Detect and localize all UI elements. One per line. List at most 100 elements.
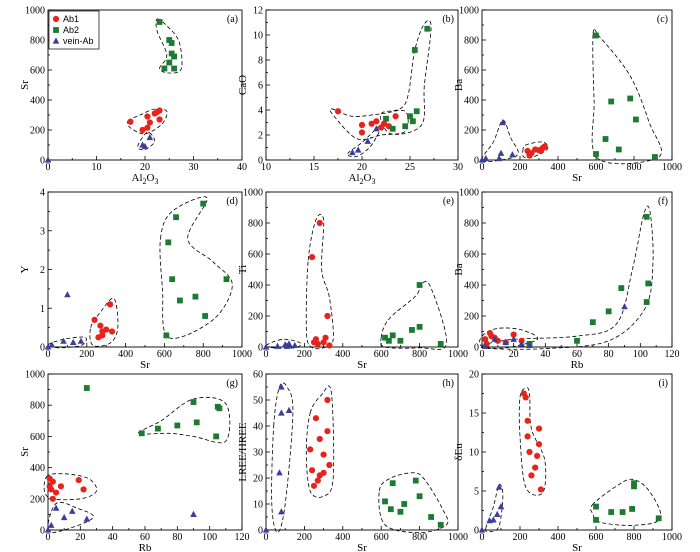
dashed-envelope	[305, 385, 335, 498]
x-tick-label: 80	[172, 532, 182, 543]
data-point-ab1	[139, 126, 146, 134]
data-point-vein-ab	[497, 149, 505, 156]
plot-frame	[265, 373, 459, 531]
y-tick-label: 200	[30, 494, 45, 505]
data-point-ab2	[138, 430, 145, 437]
data-point-ab2	[165, 239, 172, 246]
x-axis-title: Sr	[357, 359, 367, 371]
y-tick-label: 50	[253, 396, 263, 407]
panel-c: 0 200 400 600 800 1000 0 200 400 600 800 1000 Sr Ba (c…	[453, 6, 682, 185]
y-tick-label: 10	[253, 500, 263, 511]
data-point-ab2	[416, 282, 423, 288]
x-tick-label: 0	[480, 162, 485, 173]
data-point-ab1	[316, 219, 323, 227]
data-point-vein-ab	[139, 141, 146, 148]
legend-label-ab2: Ab2	[63, 25, 79, 35]
data-point-ab1	[358, 121, 366, 129]
data-point-ab2	[629, 506, 635, 512]
data-point-ab2	[409, 118, 416, 125]
x-axis-title: Al2O3	[132, 172, 159, 186]
y-tick-label: 1000	[459, 6, 479, 17]
x-axis-title: Sr	[572, 542, 582, 552]
x-tick-label: 0	[46, 162, 51, 173]
data-point-ab2	[169, 276, 176, 283]
data-point-ab1	[528, 472, 535, 479]
x-tick-label: 60	[140, 532, 150, 543]
y-tick-label: 800	[30, 401, 45, 412]
data-point-vein-ab	[478, 156, 486, 163]
data-point-vein-ab	[262, 343, 270, 350]
data-point-vein-ab	[262, 526, 270, 533]
data-point-ab2	[200, 200, 207, 207]
data-point-ab2	[608, 98, 615, 105]
data-point-ab2	[631, 483, 637, 490]
data-point-ab1	[526, 448, 533, 456]
data-point-vein-ab	[497, 503, 505, 510]
data-point-ab2	[173, 214, 179, 221]
x-tick-label: 0	[480, 532, 485, 543]
data-point-vein-ab	[60, 513, 68, 521]
data-point-ab2	[168, 50, 175, 57]
dashed-envelope	[47, 501, 94, 533]
y-tick-label: 0	[40, 526, 45, 537]
y-tick-label: 600	[464, 250, 479, 261]
dashed-envelope	[271, 382, 294, 534]
x-tick-label: 80	[604, 349, 614, 360]
dashed-envelope	[347, 124, 382, 158]
data-point-vein-ab	[486, 517, 493, 524]
x-tick-label: 15	[309, 162, 319, 173]
data-point-ab1	[358, 129, 366, 136]
data-point-ab2	[216, 405, 223, 412]
data-point-ab2	[202, 313, 209, 319]
x-tick-label: 100	[202, 532, 217, 543]
x-tick-label: 40	[108, 532, 118, 543]
dashed-envelope	[137, 131, 156, 151]
x-tick-label: 800	[627, 162, 642, 173]
data-point-ab1	[310, 482, 318, 489]
data-point-ab2	[385, 337, 392, 344]
y-tick-label: 200	[464, 312, 479, 323]
plot-frame	[481, 373, 673, 531]
data-point-vein-ab	[495, 154, 503, 162]
data-point-ab2	[593, 503, 599, 510]
y-tick-label: 4	[258, 106, 263, 117]
data-point-vein-ab	[490, 516, 497, 523]
data-point-ab2	[643, 299, 650, 305]
data-point-ab2	[163, 332, 170, 339]
x-axis-title: Sr	[357, 542, 367, 552]
data-point-ab1	[57, 483, 65, 490]
data-point-ab1	[108, 328, 116, 335]
y-tick-label: 600	[30, 66, 45, 77]
data-point-vein-ab	[44, 526, 52, 533]
data-point-ab2	[174, 422, 181, 429]
panel-f: 0 20 40 60 80 100 120 0 200 400 600 800 1000 Rb Ba (f)	[453, 188, 680, 372]
data-point-ab1	[80, 486, 87, 493]
data-point-ab1	[326, 342, 333, 349]
legend-label-ab1: Ab1	[63, 14, 79, 24]
y-axis-title: Sr	[19, 447, 31, 457]
data-point-ab1	[534, 452, 541, 459]
y-tick-label: 1000	[243, 188, 263, 199]
data-point-ab1	[541, 143, 548, 150]
y-tick-label: 60	[253, 370, 263, 381]
data-point-ab1	[46, 483, 53, 490]
data-point-vein-ab	[373, 125, 380, 132]
legend-marker-vein-ab	[52, 37, 60, 44]
x-tick-label: 10	[92, 162, 102, 173]
panel-label: (i)	[659, 378, 668, 389]
data-point-ab2	[382, 498, 388, 505]
y-tick-label: 400	[30, 463, 45, 474]
data-point-vein-ab	[495, 483, 503, 490]
y-axis-title: LREE/HREE	[237, 422, 249, 482]
data-point-vein-ab	[278, 383, 285, 390]
data-point-ab1	[316, 435, 323, 443]
data-point-ab2	[156, 19, 163, 25]
data-point-ab1	[144, 124, 151, 131]
data-point-ab2	[177, 297, 183, 304]
data-point-ab1	[146, 119, 153, 126]
data-point-vein-ab	[47, 521, 55, 528]
x-tick-label: 25	[405, 162, 415, 173]
data-point-ab1	[156, 116, 163, 123]
data-point-ab1	[320, 451, 327, 458]
y-tick-label: 800	[248, 219, 263, 230]
